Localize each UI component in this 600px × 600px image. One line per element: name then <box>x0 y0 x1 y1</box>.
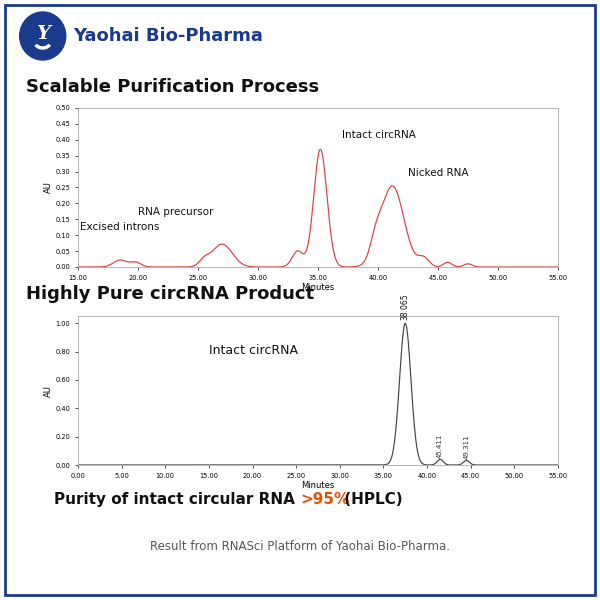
Text: 45.411: 45.411 <box>437 433 443 458</box>
Text: Scalable Purification Process: Scalable Purification Process <box>26 77 320 95</box>
Text: Y: Y <box>36 25 50 43</box>
X-axis label: Minutes: Minutes <box>301 283 335 292</box>
Circle shape <box>20 12 66 60</box>
Text: Excised introns: Excised introns <box>80 223 160 232</box>
Text: Intact circRNA: Intact circRNA <box>342 130 416 140</box>
Text: Purity of intact circular RNA >95% (HPLC): Purity of intact circular RNA >95% (HPLC… <box>121 491 479 506</box>
Text: 38.065: 38.065 <box>401 294 410 320</box>
Text: Nicked RNA: Nicked RNA <box>408 169 469 178</box>
Y-axis label: AU: AU <box>44 385 53 397</box>
Text: Result from RNASci Platform of Yaohai Bio-Pharma.: Result from RNASci Platform of Yaohai Bi… <box>150 539 450 553</box>
Text: RNA precursor: RNA precursor <box>138 206 214 217</box>
X-axis label: Minutes: Minutes <box>301 481 335 490</box>
Text: 49.311: 49.311 <box>463 434 469 459</box>
Text: (HPLC): (HPLC) <box>339 491 403 506</box>
Text: Yaohai Bio-Pharma: Yaohai Bio-Pharma <box>73 27 263 45</box>
Text: Purity of intact circular RNA: Purity of intact circular RNA <box>54 491 300 506</box>
Text: >95%: >95% <box>300 491 349 506</box>
Y-axis label: AU: AU <box>44 182 53 193</box>
Text: Intact circRNA: Intact circRNA <box>209 344 298 358</box>
Text: Highly Pure circRNA Product: Highly Pure circRNA Product <box>26 285 314 303</box>
